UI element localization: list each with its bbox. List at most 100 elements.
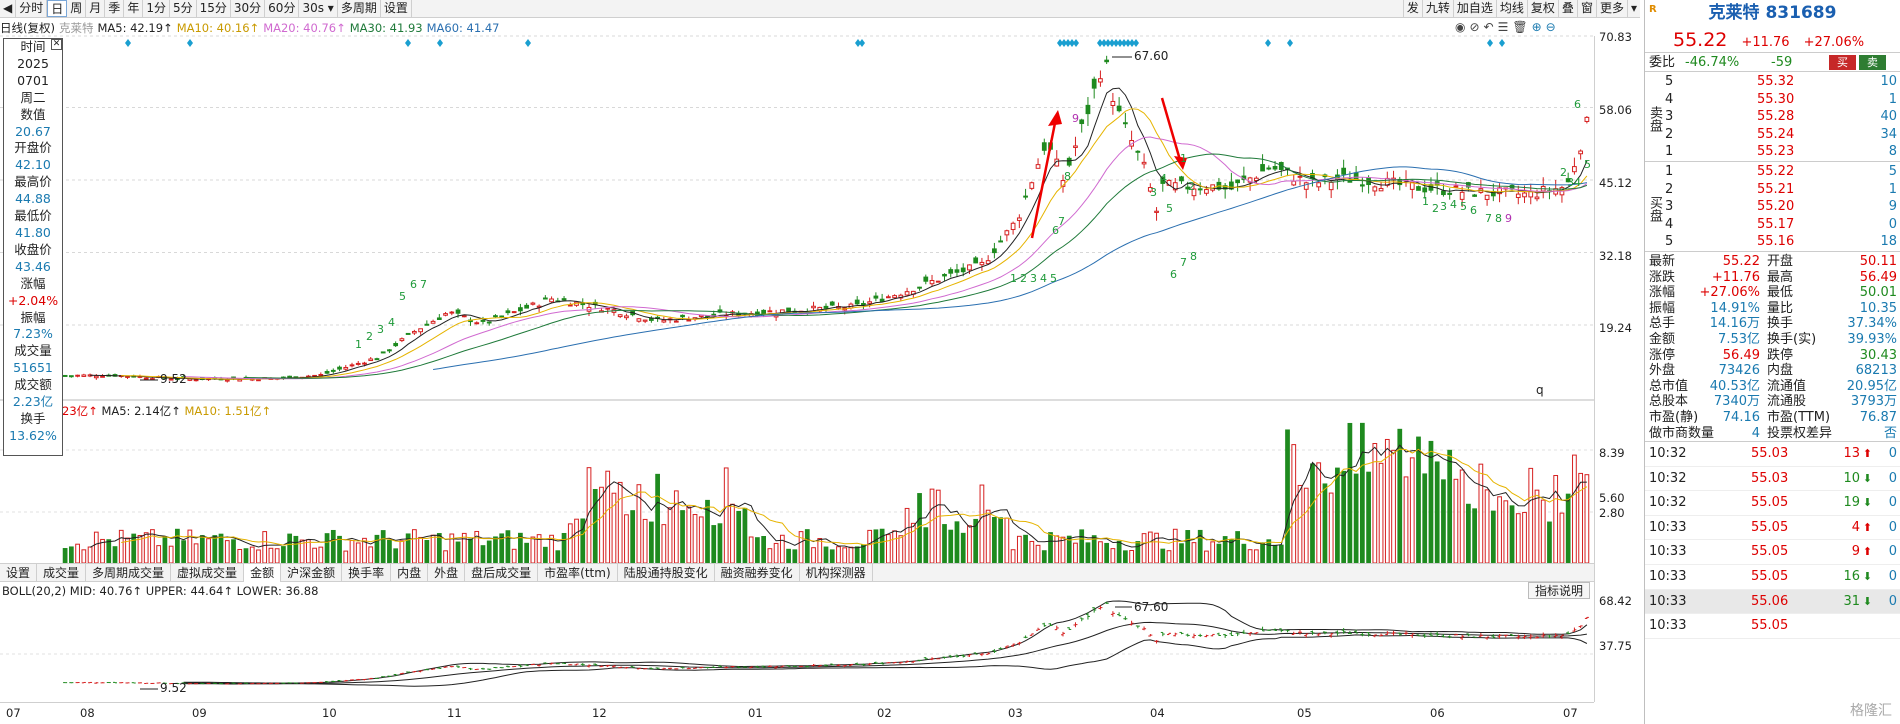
indicator-tab[interactable]: 机构探测器 (800, 564, 873, 582)
volume-bar (499, 533, 505, 564)
indicator-tab[interactable]: 市盈率(ttm) (538, 564, 618, 582)
toolbar-tool-button[interactable]: 叠 (1557, 0, 1577, 17)
candle-body (992, 248, 997, 254)
indicator-tab[interactable]: 沪深金额 (281, 564, 343, 582)
volume-bar (1278, 544, 1284, 564)
arrow-down-icon: ⬇ (1862, 569, 1872, 583)
period-tab[interactable]: 多周期 (338, 0, 381, 17)
period-tab[interactable]: 年 (124, 0, 144, 17)
volume-bar (1347, 422, 1353, 564)
order-book-row[interactable]: 5 55.16 18 (1645, 233, 1900, 251)
signal-diamond (1113, 39, 1119, 47)
candle-body (1416, 186, 1421, 191)
volume-bar (486, 540, 492, 564)
toolbar-tool-button[interactable]: 均线 (1495, 0, 1527, 17)
volume-bar (917, 493, 922, 564)
indicator-tab[interactable]: 盘后成交量 (465, 564, 539, 582)
trash-icon[interactable]: 🗑 (1512, 20, 1528, 34)
period-tab[interactable]: 30分 (231, 0, 266, 17)
order-book-row[interactable]: 2 55.24 34 (1645, 126, 1900, 144)
toolbar-tool-button[interactable]: 复权 (1526, 0, 1558, 17)
period-tab[interactable]: 分时 (16, 0, 48, 17)
eye-icon[interactable]: ◉ (1455, 20, 1466, 34)
indicator-tab[interactable]: 内盘 (391, 564, 429, 582)
period-label[interactable]: 日线(复权) (0, 20, 55, 35)
period-tab[interactable]: 季 (105, 0, 125, 17)
volume-bar (1166, 550, 1172, 564)
sell-button[interactable]: 卖 (1859, 55, 1886, 70)
order-book-row[interactable]: 1 55.22 5 (1645, 163, 1900, 181)
indicator-tab[interactable]: 换手率 (342, 564, 392, 582)
undo-icon[interactable]: ↶ (1483, 20, 1494, 34)
indicator-help-button[interactable]: 指标说明 (1528, 582, 1590, 599)
stat-value: 14.16万 (1709, 316, 1760, 332)
candle-body (904, 291, 910, 296)
volume-bar (661, 524, 667, 564)
order-book-row[interactable]: 2 55.21 1 (1645, 181, 1900, 199)
zoom-out-icon[interactable]: ⊖ (1545, 20, 1556, 34)
zoom-in-icon[interactable]: ⊕ (1531, 20, 1542, 34)
indicator-tab[interactable]: 虚拟成交量 (171, 564, 245, 582)
volume-bar (312, 547, 317, 564)
eye-off-icon[interactable]: ⊘ (1469, 20, 1480, 34)
stat-value: 37.34% (1847, 316, 1897, 332)
period-tab[interactable]: 月 (86, 0, 106, 17)
kline-header: 日线(复权) 克莱特 MA5: 42.19↑ MA10: 40.16↑ MA20… (0, 19, 1590, 36)
period-tab[interactable]: 周 (67, 0, 87, 17)
period-tab[interactable]: 30s ▾ (299, 0, 338, 17)
indicator-tab[interactable]: 成交量 (37, 564, 87, 582)
weicha-value: -59 (1771, 55, 1793, 70)
book-price: 55.28 (1757, 109, 1795, 125)
indicator-tab[interactable]: 融资融券变化 (715, 564, 800, 582)
order-book-row[interactable]: 3 55.20 9 (1645, 198, 1900, 216)
stat-row: 涨幅 +27.06% 最低 50.01 (1645, 285, 1900, 301)
buy-button[interactable]: 买 (1829, 55, 1856, 70)
volume-bar (811, 547, 816, 564)
candle-body (1316, 182, 1322, 188)
candle-body (1222, 185, 1228, 190)
indicator-tab[interactable]: 外盘 (428, 564, 466, 582)
list-icon[interactable]: ☰ (1497, 20, 1509, 34)
period-tab[interactable]: 60分 (265, 0, 300, 17)
period-tab[interactable]: 设置 (381, 0, 412, 17)
volume-bar (1341, 470, 1347, 564)
candle-body (1079, 119, 1085, 125)
order-book-row[interactable]: 5 55.32 10 (1645, 73, 1900, 91)
indicator-tab[interactable]: 金额 (244, 564, 282, 582)
order-book-row[interactable]: 1 55.23 8 (1645, 143, 1900, 161)
volume-bar (1129, 549, 1134, 564)
toolbar-tool-button[interactable]: 窗 (1576, 0, 1596, 17)
indicator-tab[interactable]: 多周期成交量 (86, 564, 172, 582)
candle-body (673, 320, 679, 323)
trade-volume: 13 (1843, 446, 1860, 461)
period-tab[interactable]: 5分 (170, 0, 197, 17)
order-book-row[interactable]: 3 55.28 40 (1645, 108, 1900, 126)
toolbar-tool-button[interactable]: 更多 (1595, 0, 1627, 17)
volume-bar (393, 548, 399, 564)
volume-bar (212, 535, 218, 564)
toolbar-tool-button[interactable]: 九转 (1421, 0, 1453, 17)
stat-label: 投票权差异 (1767, 425, 1833, 441)
td-sequence-number: 1 (355, 338, 362, 351)
period-tab[interactable]: ◀ (0, 0, 17, 17)
indicator-tab[interactable]: 陆股通持股变化 (618, 564, 715, 582)
toolbar-tool-button[interactable]: 加自选 (1452, 0, 1496, 17)
close-icon[interactable]: ✕ (51, 39, 62, 50)
volume-bar (224, 540, 230, 564)
price-axis: 70.83 58.06 45.12 32.18 19.24 8.39 5.60 … (1594, 30, 1644, 702)
volume-bar (555, 550, 561, 564)
signal-diamond (1105, 39, 1111, 47)
volume-bar (505, 530, 511, 564)
indicator-tab[interactable]: 设置 (0, 564, 38, 582)
period-tab[interactable]: 1分 (143, 0, 170, 17)
candle-body (405, 332, 411, 335)
order-book-row[interactable]: 4 55.30 1 (1645, 91, 1900, 109)
volume-bar (836, 546, 841, 564)
order-book-row[interactable]: 4 55.17 0 (1645, 216, 1900, 234)
arrow-up-icon: ⬆ (1862, 447, 1872, 460)
toolbar-tool-button[interactable]: 发 (1402, 0, 1422, 17)
period-tab[interactable]: 15分 (197, 0, 231, 17)
toolbar-tool-button[interactable]: ▾ (1626, 0, 1640, 17)
period-tab[interactable]: 日 (47, 0, 68, 17)
